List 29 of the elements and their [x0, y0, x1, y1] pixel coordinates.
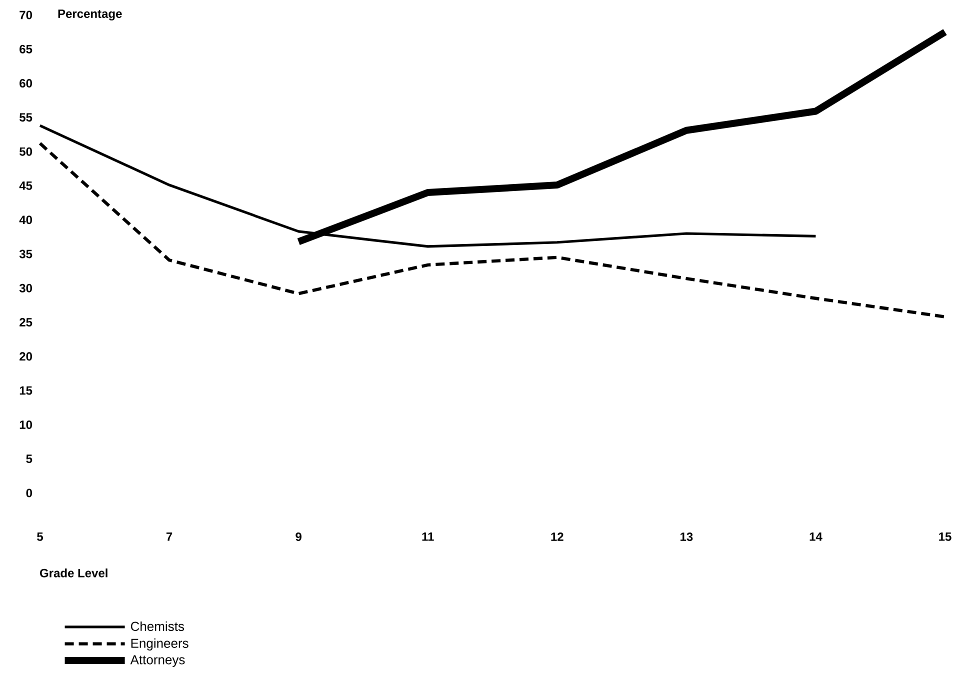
y-tick-label: 10 — [20, 420, 32, 429]
y-tick-label: 45 — [19, 182, 32, 190]
y-tick-label: 20 — [20, 352, 32, 361]
y-tick-label: 0 — [26, 488, 32, 498]
y-tick-label: 40 — [19, 216, 32, 224]
legend-label: Attorneys — [130, 655, 185, 667]
x-tick-label: 11 — [422, 532, 434, 541]
y-tick-label: 30 — [19, 284, 32, 292]
legend-label: Chemists — [130, 621, 184, 631]
y-tick-label: 70 — [20, 10, 32, 20]
y-tick-label: 15 — [20, 386, 32, 395]
y-tick-label: 5 — [26, 454, 32, 464]
y-tick-label: 25 — [20, 318, 32, 327]
x-tick-label: 14 — [810, 532, 822, 541]
y-tick-label: 50 — [20, 147, 32, 156]
x-tick-label: 12 — [551, 532, 564, 541]
x-axis-title: Grade Level — [40, 568, 108, 578]
x-tick-label: 5 — [37, 532, 44, 541]
x-tick-label: 15 — [939, 532, 952, 541]
x-tick-label: 7 — [166, 532, 172, 541]
legend-label: Engineers — [131, 638, 188, 650]
y-tick-label: 55 — [20, 113, 32, 122]
x-tick-label: 13 — [680, 532, 693, 542]
y-tick-label: 35 — [19, 250, 32, 258]
y-tick-label: 65 — [20, 44, 32, 54]
y-tick-label: 60 — [20, 79, 32, 88]
x-tick-label: 9 — [296, 532, 302, 542]
y-axis-title: Percentage — [58, 10, 122, 20]
line-series — [38, 142, 947, 318]
